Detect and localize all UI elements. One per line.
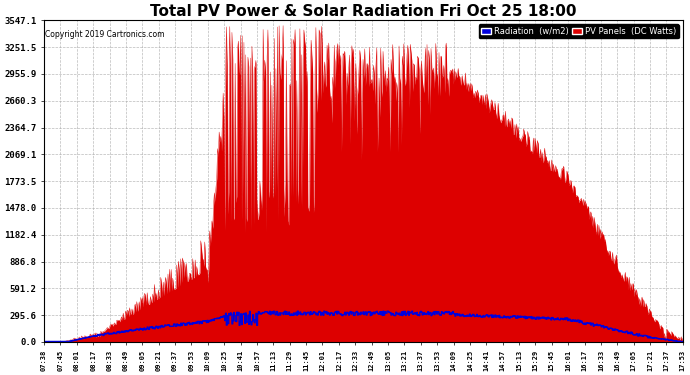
Text: Copyright 2019 Cartronics.com: Copyright 2019 Cartronics.com <box>46 30 165 39</box>
Legend: Radiation  (w/m2), PV Panels  (DC Watts): Radiation (w/m2), PV Panels (DC Watts) <box>478 24 679 39</box>
Title: Total PV Power & Solar Radiation Fri Oct 25 18:00: Total PV Power & Solar Radiation Fri Oct… <box>150 4 577 19</box>
